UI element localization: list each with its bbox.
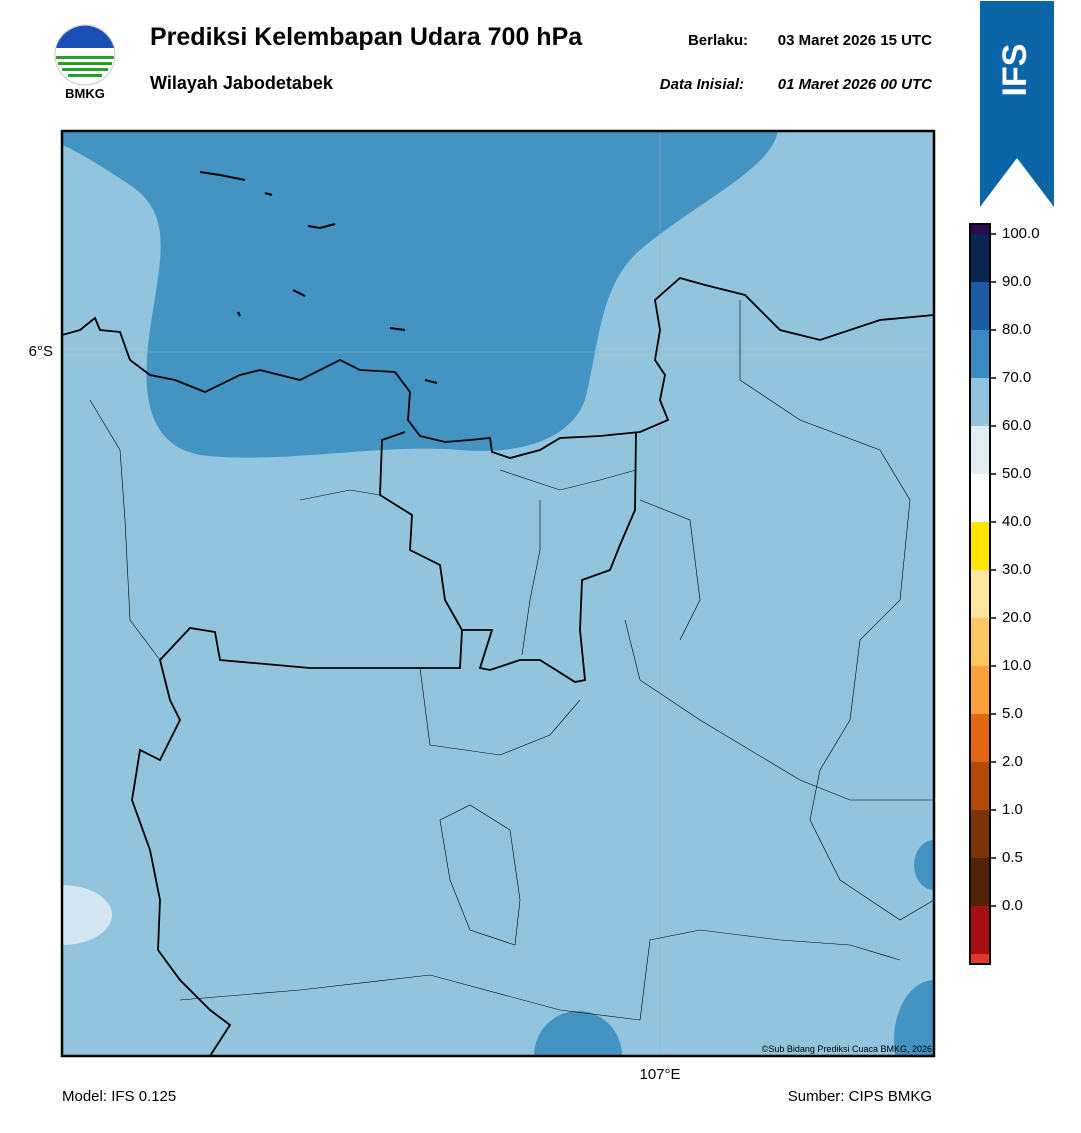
- init-label: Data Inisial:: [660, 76, 744, 93]
- colorbar-swatch: [970, 666, 990, 714]
- colorbar-label: 50.0: [1002, 465, 1031, 482]
- colorbar-swatch: [970, 714, 990, 762]
- colorbar-label: 80.0: [1002, 321, 1031, 338]
- subtitle: Wilayah Jabodetabek: [150, 73, 334, 93]
- banner: [980, 1, 1054, 207]
- lon-label: 107°E: [639, 1066, 680, 1083]
- colorbar-swatch: [970, 570, 990, 618]
- colorbar-label: 30.0: [1002, 561, 1031, 578]
- colorbar-label: 0.0: [1002, 897, 1023, 914]
- title: Prediksi Kelembapan Udara 700 hPa: [150, 23, 583, 51]
- colorbar-label: 90.0: [1002, 273, 1031, 290]
- credit: ©Sub Bidang Prediksi Cuaca BMKG, 2026: [762, 1044, 932, 1054]
- colorbar-label: 60.0: [1002, 417, 1031, 434]
- colorbar-swatch: [970, 906, 990, 954]
- colorbar-swatch: [970, 858, 990, 906]
- colorbar-swatch: [970, 378, 990, 426]
- map: 6°S 107°E ©Sub Bidang Prediksi Cuaca BMK…: [29, 129, 936, 1083]
- banner-text: IFS: [996, 44, 1034, 97]
- colorbar-label: 1.0: [1002, 801, 1023, 818]
- colorbar-swatch: [970, 426, 990, 474]
- colorbar-label: 10.0: [1002, 657, 1031, 674]
- init-time: 01 Maret 2026 00 UTC: [778, 76, 933, 93]
- colorbar-swatch: [970, 810, 990, 858]
- colorbar-swatch: [970, 954, 990, 964]
- valid-label: Berlaku:: [688, 32, 748, 49]
- colorbar: 100.0 90.0 80.0 70.0 60.0 50.0 40.0 30.0 20.0 10.…: [969, 223, 1040, 965]
- colorbar-swatch: [970, 762, 990, 810]
- colorbar-label: 20.0: [1002, 609, 1031, 626]
- colorbar-swatch: [970, 282, 990, 330]
- colorbar-label: 2.0: [1002, 753, 1023, 770]
- colorbar-swatch: [970, 330, 990, 378]
- colorbar-label: 5.0: [1002, 705, 1023, 722]
- colorbar-swatch: [970, 224, 990, 234]
- footer-source: Sumber: CIPS BMKG: [788, 1088, 932, 1105]
- colorbar-label: 0.5: [1002, 849, 1023, 866]
- footer-model: Model: IFS 0.125: [62, 1088, 176, 1105]
- colorbar-swatch: [970, 618, 990, 666]
- colorbar-label: 100.0: [1002, 225, 1040, 242]
- colorbar-swatch: [970, 522, 990, 570]
- logo: BMKG: [54, 24, 116, 101]
- colorbar-label: 70.0: [1002, 369, 1031, 386]
- colorbar-label: 40.0: [1002, 513, 1031, 530]
- valid-time: 03 Maret 2026 15 UTC: [778, 32, 932, 49]
- colorbar-swatch: [970, 474, 990, 522]
- colorbar-swatch: [970, 234, 990, 282]
- lat-label: 6°S: [29, 343, 53, 360]
- colorbar-frame: [969, 223, 991, 965]
- logo-text: BMKG: [65, 86, 105, 101]
